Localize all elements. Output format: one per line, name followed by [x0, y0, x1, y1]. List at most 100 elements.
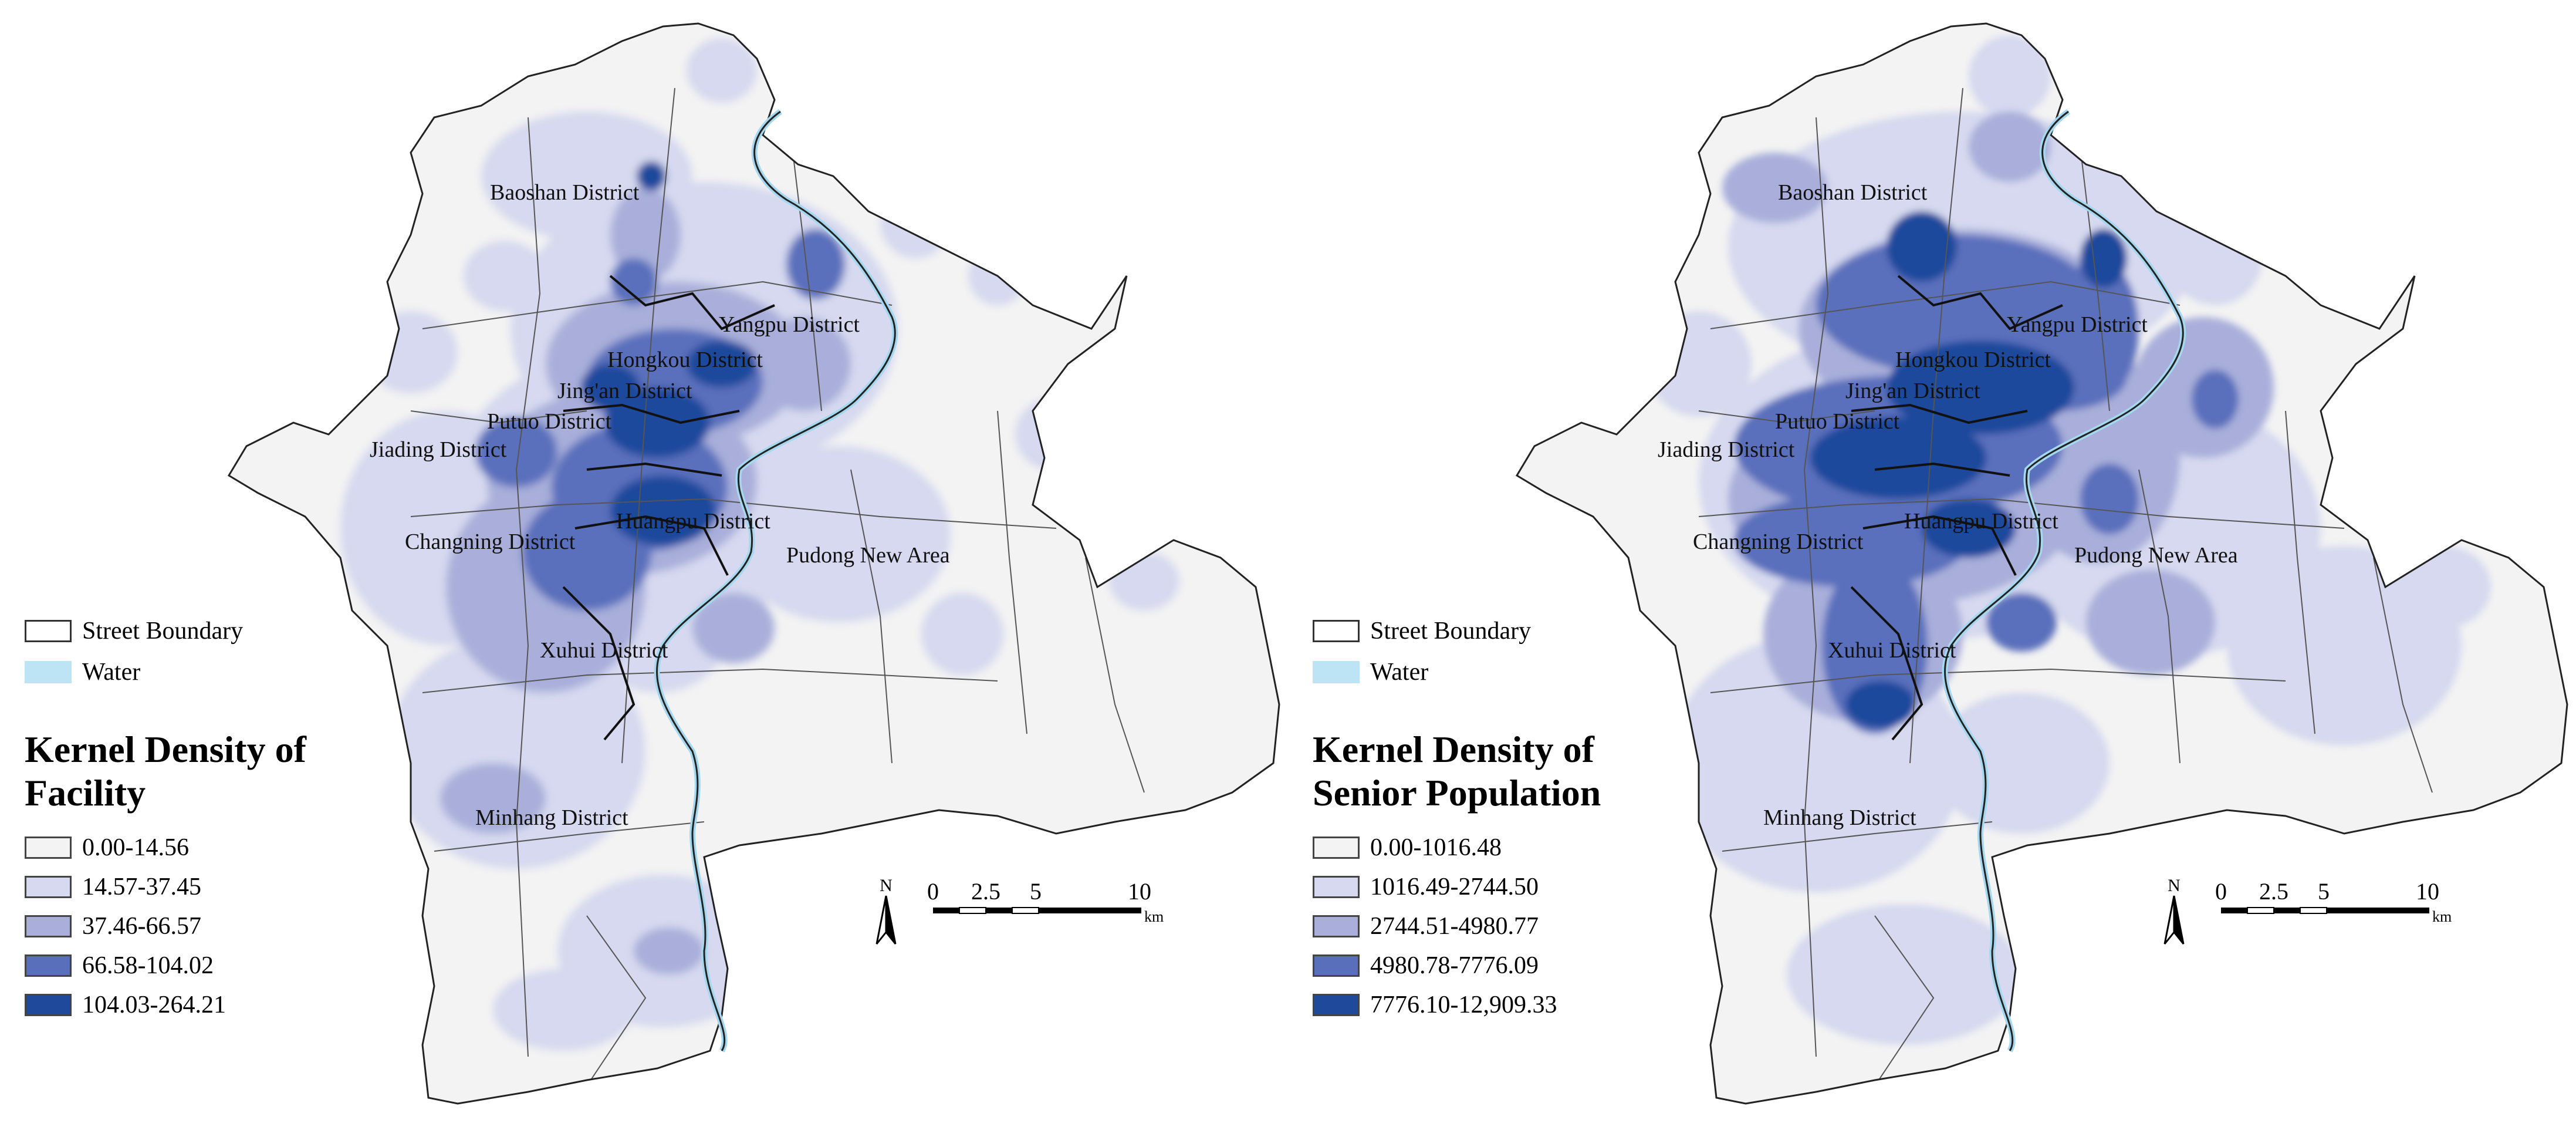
class-swatch — [25, 954, 72, 977]
class-swatch — [25, 836, 72, 859]
water-legend-item: Water — [1313, 652, 1676, 693]
class-swatch — [1313, 875, 1360, 898]
facility-density-map: Baoshan District Yangpu District Hongkou… — [227, 22, 1280, 1105]
district-label: Pudong New Area — [2074, 543, 2238, 568]
district-label: Jing'an District — [1845, 379, 1980, 403]
street-boundaries — [1698, 87, 2433, 1087]
water-legend-item: Water — [25, 652, 388, 693]
class-swatch — [1313, 954, 1360, 977]
legend-class-item: 0.00-1016.48 — [1313, 828, 1676, 867]
scale-bar-north-arrow: N 0 2.5 5 10 km — [2163, 876, 2452, 945]
district-labels: Baoshan District Yangpu District Hongkou… — [1658, 180, 2238, 830]
legend-class-item: 37.46-66.57 — [25, 906, 388, 946]
district-label: Jiading District — [1658, 437, 1795, 462]
class-swatch — [25, 875, 72, 898]
central-district-boundaries — [1850, 275, 2063, 741]
legend-class-item: 104.03-264.21 — [25, 985, 388, 1024]
scale-tick: 0 — [927, 878, 939, 905]
district-label: Huangpu District — [1904, 509, 2058, 534]
water-label: Water — [1370, 659, 1429, 686]
legend-title-line2: Senior Population — [1313, 772, 1601, 814]
district-label: Pudong New Area — [786, 543, 950, 568]
district-label: Yangpu District — [2007, 312, 2148, 337]
shanghai-outline — [1515, 22, 2568, 1105]
class-swatch — [25, 915, 72, 937]
facility-density-map-panel: Baoshan District Yangpu District Hongkou… — [25, 22, 1280, 1105]
scale-unit: km — [1144, 908, 1164, 925]
district-label: Jiading District — [370, 437, 507, 462]
north-arrow-icon — [875, 895, 897, 945]
district-labels: Baoshan District Yangpu District Hongkou… — [370, 180, 950, 830]
senior-density-map: Baoshan District Yangpu District Hongkou… — [1515, 22, 2568, 1105]
class-label: 4980.78-7776.09 — [1370, 952, 1539, 979]
district-label: Yangpu District — [719, 312, 860, 337]
legend-class-item: 7776.10-12,909.33 — [1313, 985, 1676, 1024]
street-boundary-swatch — [1313, 620, 1360, 642]
district-label: Minhang District — [475, 805, 628, 830]
north-label: N — [2168, 876, 2181, 895]
class-label: 1016.49-2744.50 — [1370, 873, 1539, 900]
water-swatch — [25, 661, 72, 683]
street-boundary-label: Street Boundary — [1370, 618, 1532, 645]
scale-tick: 5 — [1030, 878, 1042, 905]
district-label: Minhang District — [1763, 805, 1916, 830]
district-label: Huangpu District — [616, 509, 770, 534]
legend-title-line1: Kernel Density of — [1313, 728, 1594, 770]
class-label: 66.58-104.02 — [82, 952, 214, 979]
street-boundary-legend-item: Street Boundary — [1313, 611, 1676, 652]
scale-tick: 2.5 — [971, 878, 1000, 905]
legend-class-item: 2744.51-4980.77 — [1313, 906, 1676, 946]
street-boundary-label: Street Boundary — [82, 618, 244, 645]
district-label: Hongkou District — [1895, 348, 2051, 372]
district-label: Xuhui District — [540, 638, 668, 663]
senior-population-legend: Street Boundary Water Kernel Density of … — [1313, 611, 1676, 1024]
scale-tick: 5 — [2318, 878, 2330, 905]
class-label: 2744.51-4980.77 — [1370, 912, 1539, 940]
district-label: Changning District — [405, 529, 576, 554]
class-label: 37.46-66.57 — [82, 912, 201, 940]
north-arrow-icon — [2163, 895, 2185, 945]
scale-tick: 10 — [2416, 878, 2439, 905]
class-label: 0.00-1016.48 — [1370, 834, 1502, 861]
scale-tick: 10 — [1128, 878, 1151, 905]
scale-tick: 0 — [2215, 878, 2227, 905]
district-label: Baoshan District — [490, 180, 640, 205]
district-label: Baoshan District — [1778, 180, 1928, 205]
class-swatch — [1313, 993, 1360, 1016]
shanghai-outline — [227, 22, 1280, 1105]
district-label: Putuo District — [1775, 409, 1900, 434]
district-label: Jing'an District — [557, 379, 692, 403]
water-swatch — [1313, 661, 1360, 683]
legend-class-item: 66.58-104.02 — [25, 946, 388, 985]
water-label: Water — [82, 659, 141, 686]
street-boundaries — [410, 87, 1145, 1087]
legend-title-line1: Kernel Density of — [25, 728, 306, 770]
scale-tick: 2.5 — [2259, 878, 2288, 905]
district-label: Changning District — [1693, 529, 1864, 554]
district-label: Hongkou District — [607, 348, 763, 372]
class-label: 14.57-37.45 — [82, 873, 201, 900]
north-label: N — [880, 876, 893, 895]
senior-density-map-panel: Baoshan District Yangpu District Hongkou… — [1288, 0, 2576, 1140]
class-label: 0.00-14.56 — [82, 834, 189, 861]
scale-bar — [933, 907, 1141, 914]
class-label: 104.03-264.21 — [82, 991, 226, 1018]
legend-class-item: 0.00-14.56 — [25, 828, 388, 867]
legend-title-line2: Facility — [25, 772, 146, 814]
facility-legend: Street Boundary Water Kernel Density of … — [25, 611, 388, 1024]
legend-class-item: 4980.78-7776.09 — [1313, 946, 1676, 985]
scale-bar — [2221, 907, 2429, 914]
district-label: Putuo District — [487, 409, 612, 434]
district-label: Xuhui District — [1828, 638, 1956, 663]
legend-title: Kernel Density of Facility — [25, 728, 388, 815]
legend-class-item: 14.57-37.45 — [25, 867, 388, 906]
class-swatch — [1313, 915, 1360, 937]
class-swatch — [1313, 836, 1360, 859]
street-boundary-swatch — [25, 620, 72, 642]
street-boundary-legend-item: Street Boundary — [25, 611, 388, 652]
legend-title: Kernel Density of Senior Population — [1313, 728, 1676, 815]
class-label: 7776.10-12,909.33 — [1370, 991, 1557, 1018]
class-swatch — [25, 993, 72, 1016]
central-district-boundaries — [562, 275, 775, 741]
scale-unit: km — [2432, 908, 2452, 925]
